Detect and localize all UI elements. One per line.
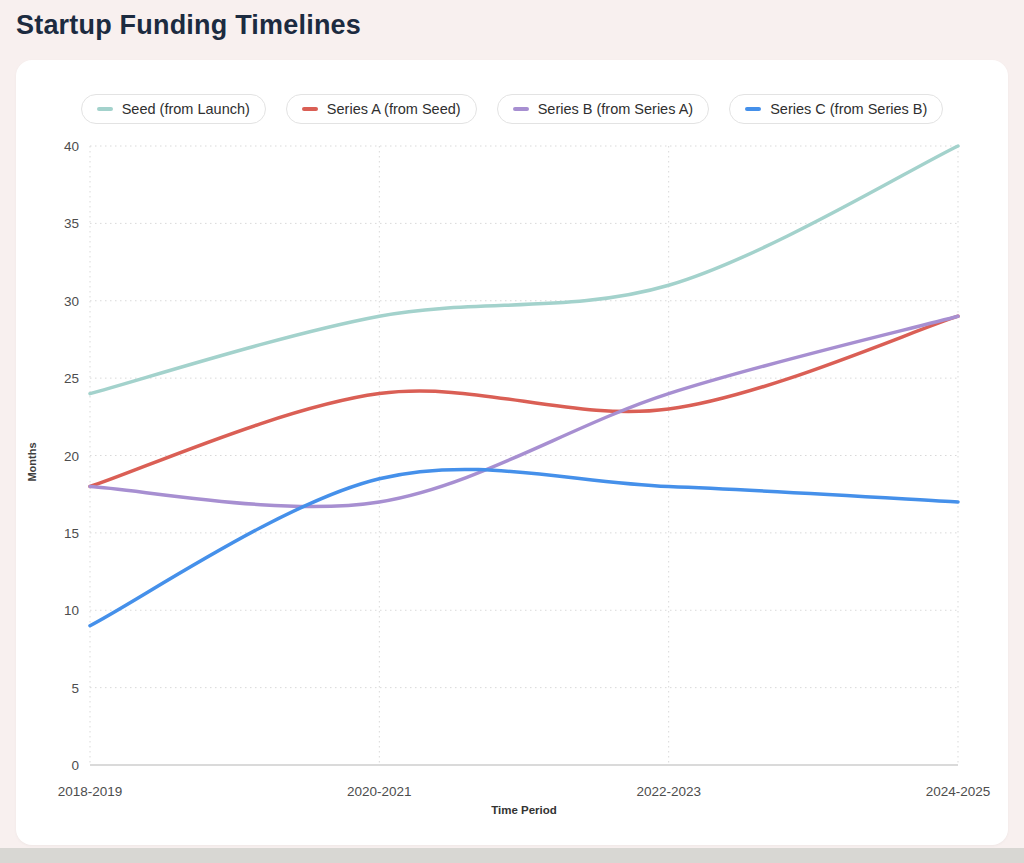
y-tick-label: 30 [64, 294, 79, 309]
x-axis-title: Time Period [90, 804, 958, 816]
y-tick-label: 0 [71, 758, 79, 773]
bottom-strip [0, 848, 1024, 863]
y-tick-label: 10 [64, 603, 79, 618]
y-tick-label: 35 [64, 216, 79, 231]
y-tick-label: 15 [64, 526, 79, 541]
x-tick-label: 2022-2023 [636, 784, 701, 799]
series-line-0 [90, 146, 958, 394]
series-line-1 [90, 316, 958, 486]
series-line-2 [90, 316, 958, 506]
y-tick-label: 25 [64, 371, 79, 386]
y-tick-label: 5 [71, 681, 79, 696]
chart-card: Seed (from Launch) Series A (from Seed) … [16, 60, 1008, 845]
page-title: Startup Funding Timelines [16, 10, 361, 41]
y-tick-label: 20 [64, 449, 79, 464]
line-chart: 0 5 10 15 20 25 30 35 40 2018-2019 2020-2021 2022-2… [16, 60, 1008, 845]
y-tick-label: 40 [64, 139, 79, 154]
x-tick-label: 2018-2019 [58, 784, 123, 799]
series-line-3 [90, 469, 958, 625]
x-tick-label: 2020-2021 [347, 784, 412, 799]
x-tick-label: 2024-2025 [926, 784, 991, 799]
